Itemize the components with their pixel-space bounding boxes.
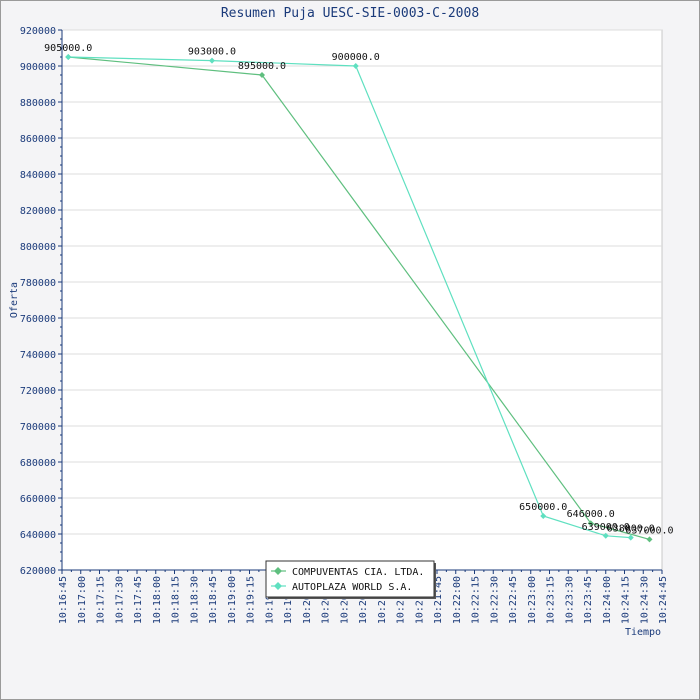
x-tick-label: 10:21:45 <box>433 576 444 624</box>
data-label: 650000.0 <box>519 502 567 513</box>
x-tick-label: 10:20:45 <box>358 576 369 624</box>
legend-marker <box>274 567 282 575</box>
data-point <box>352 63 359 69</box>
data-point <box>259 72 265 78</box>
x-tick-label: 10:21:15 <box>396 576 407 624</box>
y-tick-label: 640000 <box>20 530 56 541</box>
y-axis-label: Oferta <box>9 282 20 318</box>
plot-area <box>61 29 663 571</box>
data-point <box>540 513 547 519</box>
x-tick-label: 10:22:45 <box>508 576 519 624</box>
data-point <box>602 532 609 539</box>
x-tick-label: 10:24:00 <box>602 576 613 624</box>
y-tick-label: 880000 <box>20 98 56 109</box>
x-tick-label: 10:23:15 <box>546 576 557 624</box>
y-tick-label: 660000 <box>20 494 56 505</box>
series-line-1 <box>68 56 650 540</box>
x-tick-label: 10:23:45 <box>583 576 594 624</box>
series-lines <box>68 56 650 540</box>
legend-marker <box>274 582 282 590</box>
x-tick-label: 10:22:30 <box>489 576 500 624</box>
data-label: 646000.0 <box>567 509 615 520</box>
data-point <box>209 57 215 64</box>
x-tick-label: 10:22:15 <box>471 576 482 624</box>
x-tick-label: 10:24:15 <box>621 576 632 624</box>
y-axis: 620000 640000 660000 680000 700000 720000 7400… <box>20 26 63 577</box>
x-tick-label: 10:24:30 <box>639 576 650 624</box>
x-tick-label: 10:17:30 <box>114 576 125 624</box>
x-tick-label: 10:17:15 <box>96 576 107 624</box>
data-label: 905000.0 <box>44 43 92 54</box>
data-label: 639000.0 <box>582 522 630 533</box>
data-points <box>65 54 653 543</box>
x-axis-label: Tiempo <box>625 627 661 638</box>
y-tick-label: 760000 <box>20 314 56 325</box>
legend-entry: AUTOPLAZA WORLD S.A. <box>292 582 412 593</box>
x-tick-label: 10:17:00 <box>77 576 88 624</box>
x-tick-label: 10:18:00 <box>152 576 163 624</box>
x-tick-label: 10:16:45 <box>58 576 69 624</box>
data-label: 637000.0 <box>625 525 673 536</box>
chart-title: Resumen Puja UESC-SIE-0003-C-2008 <box>221 6 479 21</box>
x-tick-label: 10:17:45 <box>133 576 144 624</box>
x-tick-label: 10:20:00 <box>302 576 313 624</box>
data-point <box>627 534 634 541</box>
data-label: 903000.0 <box>188 47 236 58</box>
data-point <box>587 520 594 527</box>
data-label: 900000.0 <box>332 52 380 63</box>
x-tick-label: 10:19:45 <box>283 576 294 624</box>
y-tick-label: 900000 <box>20 62 56 73</box>
y-tick-label: 620000 <box>20 566 56 577</box>
y-tick-label: 680000 <box>20 458 56 469</box>
legend-entry: COMPUVENTAS CIA. LTDA. <box>292 567 424 578</box>
y-tick-label: 800000 <box>20 242 56 253</box>
y-tick-label: 820000 <box>20 206 56 217</box>
data-label: 895000.0 <box>238 61 286 72</box>
data-label: 638000.0 <box>607 524 655 535</box>
x-tick-label: 10:18:45 <box>208 576 219 624</box>
x-tick-label: 10:18:15 <box>171 576 182 624</box>
x-tick-label: 10:19:15 <box>246 576 257 624</box>
y-tick-label: 840000 <box>20 170 56 181</box>
y-tick-label: 860000 <box>20 134 56 145</box>
legend-box <box>265 560 435 598</box>
y-tick-label: 780000 <box>20 278 56 289</box>
x-tick-label: 10:20:30 <box>339 576 350 624</box>
x-tick-label: 10:24:45 <box>658 576 669 624</box>
x-axis: 10:16:45 10:17:00 10:17:15 10:17:30 10:17:45… <box>58 569 669 624</box>
x-tick-label: 10:20:15 <box>321 576 332 624</box>
x-tick-label: 10:19:00 <box>227 576 238 624</box>
data-point <box>646 536 653 543</box>
x-tick-label: 10:18:30 <box>189 576 200 624</box>
legend: COMPUVENTAS CIA. LTDA. AUTOPLAZA WORLD S.… <box>265 560 436 599</box>
x-tick-label: 10:22:00 <box>452 576 463 624</box>
data-point <box>65 54 72 60</box>
x-tick-label: 10:21:30 <box>414 576 425 624</box>
data-labels: 905000.0 895000.0 646000.0 637000.0 903000.0… <box>44 43 673 536</box>
series-line-2 <box>68 56 631 539</box>
y-tick-label: 740000 <box>20 350 56 361</box>
y-tick-label: 720000 <box>20 386 56 397</box>
x-tick-label: 10:19:30 <box>264 576 275 624</box>
x-tick-label: 10:23:30 <box>564 576 575 624</box>
y-tick-label: 700000 <box>20 422 56 433</box>
y-tick-label: 920000 <box>20 26 56 37</box>
x-tick-label: 10:21:00 <box>377 576 388 624</box>
x-tick-label: 10:23:00 <box>527 576 538 624</box>
